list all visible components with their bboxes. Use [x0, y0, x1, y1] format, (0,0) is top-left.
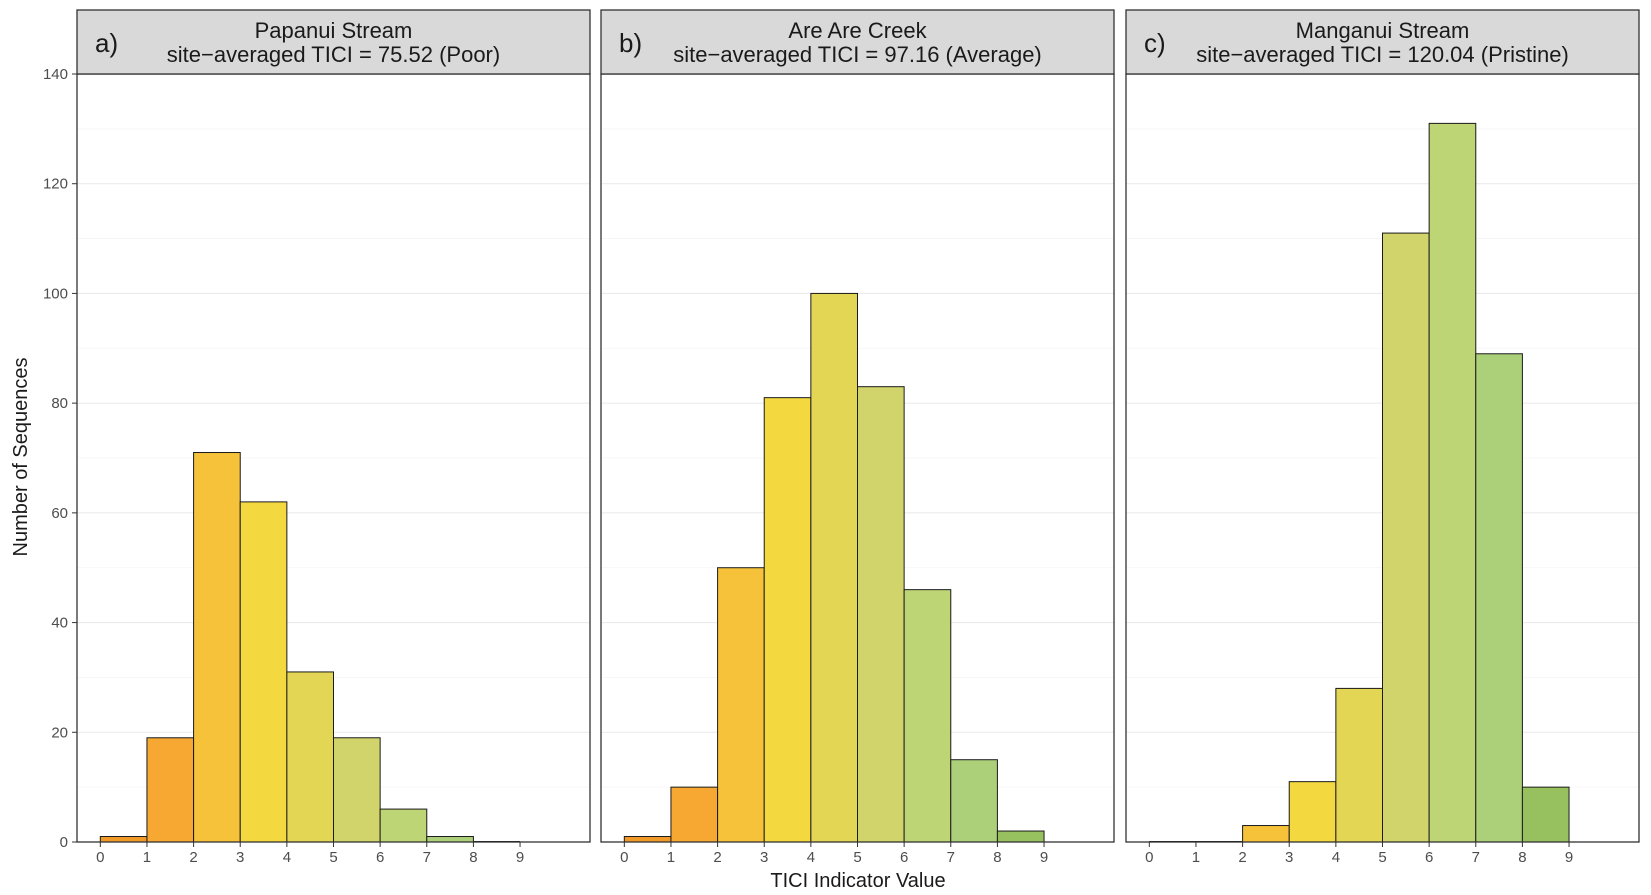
- site-name: Papanui Stream: [255, 18, 413, 43]
- x-tick-label: 9: [516, 849, 524, 866]
- bar-bin-7: [426, 836, 474, 843]
- x-tick-label: 5: [853, 849, 861, 866]
- x-axis-title: TICI Indicator Value: [770, 870, 945, 892]
- panel-letter: c): [1144, 28, 1166, 58]
- x-tick-label: 5: [329, 849, 337, 866]
- y-tick-label: 80: [51, 395, 68, 412]
- x-tick-label: 4: [807, 849, 815, 866]
- bar-bin-2: [193, 452, 241, 843]
- y-tick-label: 60: [51, 505, 68, 522]
- bar-bin-0: [99, 836, 148, 843]
- x-tick-label: 1: [143, 849, 151, 866]
- y-tick-label: 0: [60, 834, 68, 851]
- panel-letter: a): [95, 28, 118, 58]
- bar-bin-2: [1242, 825, 1290, 843]
- bar-bin-5: [857, 386, 905, 843]
- bar-bin-7: [950, 759, 998, 843]
- x-tick-label: 4: [283, 849, 291, 866]
- site-averaged-tici: site−averaged TICI = 97.16 (Average): [673, 42, 1042, 67]
- y-tick-label: 140: [43, 66, 68, 83]
- bar-bin-6: [1428, 122, 1477, 843]
- y-axis: 0 20 40 60 80 100 120 140: [43, 66, 77, 851]
- x-tick-label: 9: [1040, 849, 1048, 866]
- x-tick-label: 1: [1192, 849, 1200, 866]
- x-tick-label: 1: [667, 849, 675, 866]
- site-averaged-tici: site−averaged TICI = 120.04 (Pristine): [1196, 42, 1569, 67]
- bar-bin-4: [1335, 687, 1384, 843]
- y-tick-label: 20: [51, 724, 68, 741]
- x-tick-label: 0: [1145, 849, 1153, 866]
- y-tick-label: 120: [43, 176, 68, 193]
- site-name: Are Are Creek: [788, 18, 927, 43]
- x-tick-label: 0: [620, 849, 628, 866]
- y-tick-label: 100: [43, 285, 68, 302]
- bar-bin-4: [810, 292, 859, 843]
- bar-bin-6: [379, 808, 428, 843]
- x-tick-label: 8: [469, 849, 477, 866]
- site-averaged-tici: site−averaged TICI = 75.52 (Poor): [167, 42, 500, 67]
- x-tick-label: 9: [1565, 849, 1573, 866]
- bar-bin-1: [670, 786, 719, 843]
- bar-bin-3: [763, 397, 812, 843]
- bar-bin-7: [1475, 353, 1523, 843]
- x-tick-label: 6: [376, 849, 384, 866]
- bar-bin-8: [996, 830, 1045, 843]
- facet-strip: [1125, 9, 1640, 75]
- x-tick-label: 6: [1425, 849, 1433, 866]
- facet-strip: [76, 9, 591, 75]
- panel-letter: b): [619, 28, 642, 58]
- bar-bin-5: [1382, 232, 1430, 843]
- x-tick-label: 0: [96, 849, 104, 866]
- y-tick-label: 40: [51, 615, 68, 632]
- x-tick-label: 5: [1378, 849, 1386, 866]
- bar-bin-8: [1521, 786, 1570, 843]
- bar-bin-2: [717, 567, 765, 843]
- x-tick-label: 7: [1472, 849, 1480, 866]
- x-tick-label: 7: [423, 849, 431, 866]
- bar-bin-3: [1288, 781, 1337, 843]
- x-tick-label: 6: [900, 849, 908, 866]
- facet-strip: [600, 9, 1115, 75]
- bar-bin-5: [333, 737, 381, 843]
- x-tick-label: 3: [236, 849, 244, 866]
- x-tick-label: 2: [1238, 849, 1246, 866]
- site-name: Manganui Stream: [1296, 18, 1470, 43]
- x-tick-label: 4: [1332, 849, 1340, 866]
- bar-bin-6: [903, 589, 952, 843]
- x-tick-label: 8: [1518, 849, 1526, 866]
- bar-bin-1: [146, 737, 195, 843]
- bar-bin-3: [239, 501, 288, 843]
- x-tick-label: 3: [1285, 849, 1293, 866]
- x-tick-label: 8: [993, 849, 1001, 866]
- x-tick-label: 3: [760, 849, 768, 866]
- y-axis-title: Number of Sequences: [10, 357, 32, 556]
- bar-bin-4: [286, 671, 335, 843]
- x-tick-label: 7: [947, 849, 955, 866]
- bar-bin-0: [623, 836, 672, 843]
- x-tick-label: 2: [713, 849, 721, 866]
- x-tick-label: 2: [189, 849, 197, 866]
